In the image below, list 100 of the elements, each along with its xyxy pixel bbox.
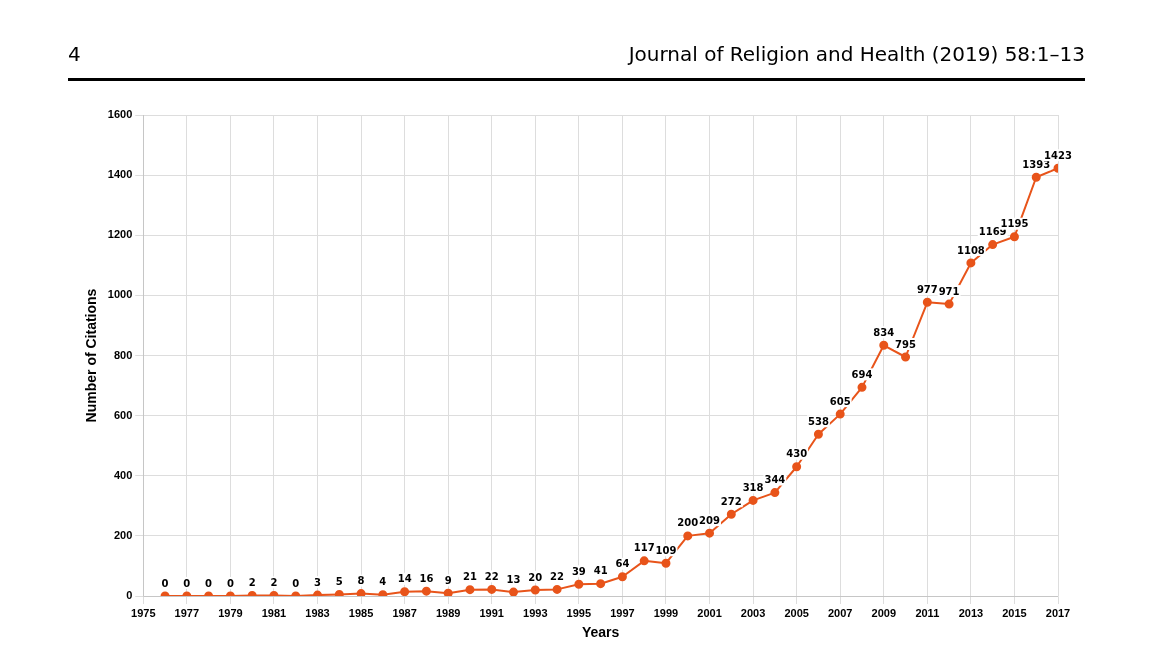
y-tick-label: 0: [126, 589, 133, 602]
point: [596, 579, 606, 589]
x-tick-label: 1983: [305, 606, 330, 619]
x-tick-label: 2005: [784, 606, 809, 619]
x-axis-title: Years: [581, 624, 620, 641]
y-axis-title: Number of Citations: [83, 288, 100, 423]
point: [726, 509, 736, 519]
x-tick-label: 2015: [1002, 606, 1027, 619]
data-label: 0: [226, 577, 234, 589]
data-label: 4: [379, 576, 387, 588]
data-label: 605: [829, 395, 851, 407]
data-label: 21: [463, 571, 477, 583]
data-label: 41: [593, 565, 608, 577]
point: [639, 556, 649, 566]
data-label: 318: [742, 481, 764, 493]
x-tick-label: 1979: [218, 606, 243, 619]
data-label: 1108: [956, 244, 985, 256]
point: [922, 297, 932, 307]
x-tick-label: 2013: [958, 606, 984, 619]
text: 4: [68, 42, 81, 66]
point: [988, 240, 998, 250]
x-tick-label: 2001: [697, 606, 722, 619]
point: [1031, 172, 1041, 182]
x-tick-label: 1995: [566, 606, 592, 619]
x-tick-label: 2017: [1045, 606, 1071, 619]
point: [465, 585, 475, 595]
data-label: 14: [397, 573, 412, 585]
data-label: 694: [851, 368, 873, 380]
data-label: 22: [484, 570, 499, 582]
point: [574, 579, 584, 589]
x-tick-label: 1985: [348, 606, 374, 619]
y-tick-label: 1400: [107, 168, 133, 181]
data-label: 5: [335, 576, 343, 588]
point: [400, 587, 410, 596]
x-tick-label: 2003: [740, 606, 766, 619]
x-tick-label: 1997: [610, 606, 635, 619]
point: [879, 340, 889, 350]
data-label: 200: [677, 517, 699, 529]
data-label: 0: [183, 577, 191, 589]
data-label: 344: [764, 474, 786, 486]
point: [443, 588, 453, 596]
data-label: 109: [655, 544, 677, 556]
x-tick-label: 2007: [827, 606, 853, 619]
x-tick-label: 1993: [523, 606, 548, 619]
y-tick-label: 1200: [107, 228, 133, 241]
point: [792, 462, 802, 472]
data-label: 971: [938, 285, 960, 297]
data-label: 272: [720, 495, 742, 507]
x-tick-label: 1991: [479, 606, 504, 619]
data-label: 0: [161, 577, 169, 589]
point: [530, 585, 540, 595]
point: [509, 587, 519, 596]
data-label: 9: [444, 574, 452, 586]
data-label: 2: [270, 576, 278, 588]
data-label: 795: [895, 338, 917, 350]
x-tick-label: 1981: [261, 606, 287, 619]
data-label: 22: [550, 570, 565, 582]
data-label: 209: [699, 514, 721, 526]
point: [617, 572, 627, 582]
data-label: 1195: [1000, 218, 1029, 230]
data-label: 1393: [1022, 158, 1051, 170]
data-label: 117: [633, 542, 655, 554]
point: [705, 528, 715, 538]
x-tick-label: 1999: [653, 606, 679, 619]
data-label: 834: [873, 326, 895, 338]
point: [552, 584, 562, 594]
y-tick-label: 600: [113, 408, 133, 421]
x-tick-label: 2011: [915, 606, 940, 619]
point: [857, 382, 867, 392]
point: [748, 495, 758, 505]
point: [835, 409, 845, 419]
text: Journal of Religion and Health (2019) 58:1–13: [628, 42, 1085, 66]
y-tick-label: 1000: [107, 288, 133, 301]
y-tick-label: 800: [113, 348, 133, 361]
point: [901, 352, 911, 362]
x-tick-label: 1989: [435, 606, 461, 619]
point: [683, 531, 693, 541]
y-tick-label: 200: [113, 528, 133, 541]
data-label: 16: [419, 572, 434, 584]
data-label: 538: [807, 415, 829, 427]
data-label: 2: [248, 576, 256, 588]
x-tick-label: 1977: [174, 606, 200, 619]
data-label: 64: [615, 558, 630, 570]
point: [356, 589, 366, 596]
x-tick-label: 1975: [131, 606, 156, 619]
point: [487, 584, 497, 594]
data-label: 39: [571, 565, 586, 577]
data-label: 430: [786, 448, 808, 460]
point: [813, 429, 823, 439]
y-tick-label: 1600: [107, 108, 133, 121]
x-tick-label: 1987: [392, 606, 417, 619]
data-label: 977: [916, 283, 938, 295]
x-tick-label: 2009: [871, 606, 897, 619]
data-label: 3: [314, 576, 322, 588]
point: [966, 258, 976, 268]
data-label: 20: [528, 571, 543, 583]
point: [770, 488, 780, 498]
point: [661, 558, 671, 568]
data-label: 8: [357, 575, 365, 587]
data-label: 13: [506, 573, 521, 585]
